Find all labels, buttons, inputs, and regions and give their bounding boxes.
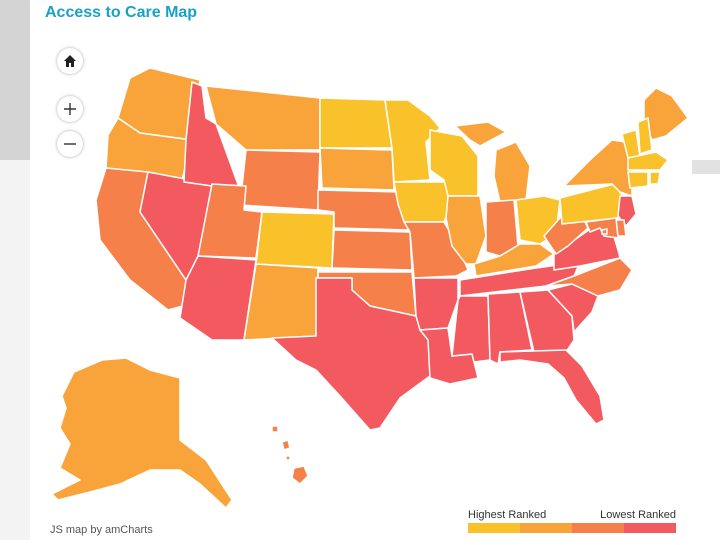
state-WY[interactable] <box>239 149 321 211</box>
state-ME[interactable] <box>643 87 689 141</box>
plus-icon <box>63 102 77 116</box>
state-MN[interactable] <box>384 99 441 183</box>
home-button[interactable] <box>57 48 83 74</box>
side-panel-strip <box>0 0 30 160</box>
home-icon <box>63 54 77 68</box>
page-title: Access to Care Map <box>45 4 198 21</box>
legend-swatch-4 <box>624 523 676 533</box>
state-HI[interactable] <box>271 425 309 485</box>
legend-high-label: Lowest Ranked <box>600 509 676 521</box>
state-CO[interactable] <box>255 211 335 269</box>
state-ID[interactable] <box>183 81 241 191</box>
state-NH[interactable] <box>637 117 653 155</box>
state-SD[interactable] <box>319 147 395 191</box>
state-KY[interactable] <box>473 243 555 277</box>
state-MT[interactable] <box>205 85 321 151</box>
state-DC[interactable] <box>601 228 608 235</box>
state-RI[interactable] <box>649 171 661 185</box>
state-MS[interactable] <box>451 295 491 363</box>
zoom-in-button[interactable] <box>57 96 83 122</box>
state-MD[interactable] <box>585 217 619 239</box>
state-AR[interactable] <box>413 277 459 331</box>
state-TX[interactable] <box>271 277 431 431</box>
legend-swatch-2 <box>520 523 572 533</box>
zoom-out-button[interactable] <box>57 131 83 157</box>
right-edge-strip <box>692 160 720 174</box>
legend-swatch-1 <box>468 523 520 533</box>
map-legend: Highest Ranked Lowest Ranked <box>468 509 676 533</box>
state-IA[interactable] <box>393 181 453 223</box>
state-LA[interactable] <box>419 327 479 385</box>
state-NC[interactable] <box>545 257 633 297</box>
map-attribution[interactable]: JS map by amCharts <box>50 524 153 536</box>
state-AK[interactable] <box>51 357 233 509</box>
state-NM[interactable] <box>243 263 319 341</box>
state-MA[interactable] <box>627 151 669 171</box>
state-KS[interactable] <box>331 229 413 271</box>
side-panel-strip-lower <box>0 160 30 540</box>
legend-swatch-3 <box>572 523 624 533</box>
minus-icon <box>63 137 77 151</box>
legend-low-label: Highest Ranked <box>468 509 547 521</box>
state-NJ[interactable] <box>617 195 637 227</box>
state-IL[interactable] <box>445 195 487 265</box>
legend-color-bar <box>468 523 676 533</box>
state-ND[interactable] <box>319 97 393 149</box>
state-FL[interactable] <box>499 349 605 425</box>
state-AZ[interactable] <box>179 255 257 341</box>
state-CT[interactable] <box>627 171 649 189</box>
